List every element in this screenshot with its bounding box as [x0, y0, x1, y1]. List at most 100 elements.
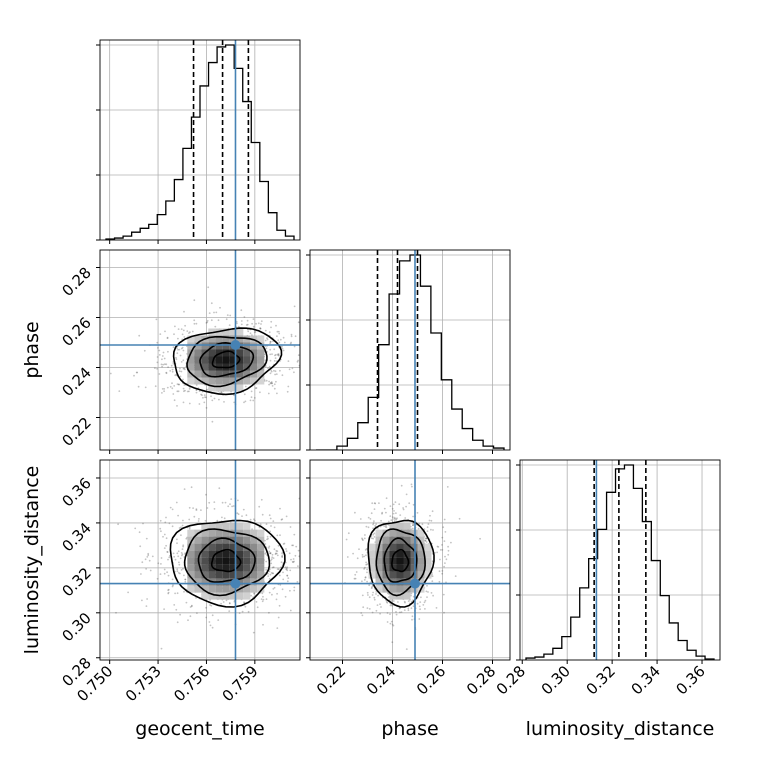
sample-point — [277, 544, 280, 547]
sample-point — [391, 516, 394, 518]
sample-point — [163, 572, 166, 575]
sample-point — [208, 312, 211, 314]
sample-point — [136, 371, 139, 374]
sample-point — [268, 380, 270, 383]
sample-point — [268, 331, 271, 334]
density-cell — [222, 356, 230, 364]
sample-point — [268, 550, 271, 553]
sample-point — [296, 581, 299, 583]
sample-point — [182, 367, 185, 370]
sample-point — [277, 354, 279, 356]
sample-point — [379, 612, 381, 615]
sample-point — [203, 394, 206, 396]
sample-point — [269, 535, 272, 538]
sample-point — [246, 323, 249, 326]
sample-point — [220, 391, 223, 394]
sample-point — [181, 346, 184, 349]
sample-point — [230, 498, 233, 500]
sample-point — [290, 333, 293, 336]
sample-point — [156, 361, 159, 364]
sample-point — [368, 584, 371, 587]
sample-point — [389, 622, 392, 625]
density-cell — [375, 557, 383, 565]
sample-point — [293, 533, 296, 536]
sample-point — [175, 608, 178, 611]
panel-frame — [519, 459, 721, 661]
density-cell — [403, 522, 411, 530]
sample-point — [193, 515, 196, 518]
density-cell — [229, 328, 237, 336]
density-cell — [396, 543, 404, 551]
sample-point — [180, 569, 183, 571]
sample-point — [276, 592, 278, 595]
density-cell — [250, 529, 258, 537]
sample-point — [269, 348, 272, 351]
sample-point — [182, 567, 184, 570]
density-cell — [375, 578, 383, 586]
sample-point — [263, 380, 266, 382]
sample-point — [252, 631, 255, 634]
sample-point — [250, 396, 253, 399]
sample-point — [273, 586, 276, 589]
sample-point — [365, 548, 368, 550]
sample-point — [255, 601, 258, 603]
sample-point — [285, 515, 288, 518]
sample-point — [441, 536, 444, 539]
density-cell — [194, 363, 202, 371]
sample-point — [205, 407, 208, 409]
sample-point — [362, 606, 365, 609]
sample-point — [182, 329, 185, 332]
sample-point — [444, 562, 446, 564]
density-cell — [368, 543, 376, 551]
sample-point — [389, 515, 392, 517]
density-cell — [236, 363, 244, 371]
density-cell — [250, 363, 258, 371]
sample-point — [387, 520, 390, 523]
sample-point — [268, 514, 271, 517]
density-cell — [201, 564, 209, 572]
sample-point — [359, 518, 362, 520]
sample-point — [346, 556, 349, 558]
sample-point — [172, 584, 174, 587]
sample-point — [281, 347, 284, 350]
sample-point — [178, 561, 180, 564]
sample-point — [267, 537, 269, 540]
sample-point — [244, 605, 247, 608]
sample-point — [372, 533, 375, 536]
sample-point — [167, 591, 170, 594]
sample-point — [277, 339, 280, 342]
sample-point — [163, 547, 166, 549]
density-cell — [382, 557, 390, 565]
sample-point — [418, 605, 421, 608]
sample-point — [400, 484, 403, 487]
sample-point — [381, 511, 384, 514]
sample-point — [361, 556, 364, 558]
sample-point — [447, 553, 450, 556]
density-cell — [417, 571, 425, 579]
density-contour — [211, 350, 241, 369]
density-contour — [172, 327, 283, 396]
sample-point — [385, 601, 388, 603]
density-cell — [243, 564, 251, 572]
density-cell — [424, 564, 432, 572]
sample-point — [395, 518, 398, 521]
sample-point — [274, 552, 277, 555]
sample-point — [186, 330, 189, 332]
sample-point — [373, 536, 376, 538]
sample-point — [411, 618, 413, 621]
sample-point — [438, 580, 441, 583]
density-cell — [222, 571, 230, 579]
sample-point — [403, 609, 406, 611]
sample-point — [213, 311, 215, 314]
sample-point — [162, 351, 165, 354]
density-cell — [403, 592, 411, 600]
sample-point — [268, 611, 270, 614]
sample-point — [391, 507, 394, 510]
sample-point — [365, 525, 368, 528]
sample-point — [380, 606, 382, 608]
sample-point — [269, 559, 272, 562]
sample-point — [167, 574, 170, 577]
sample-point — [187, 619, 189, 622]
sample-point — [165, 363, 168, 366]
sample-point — [360, 612, 363, 614]
